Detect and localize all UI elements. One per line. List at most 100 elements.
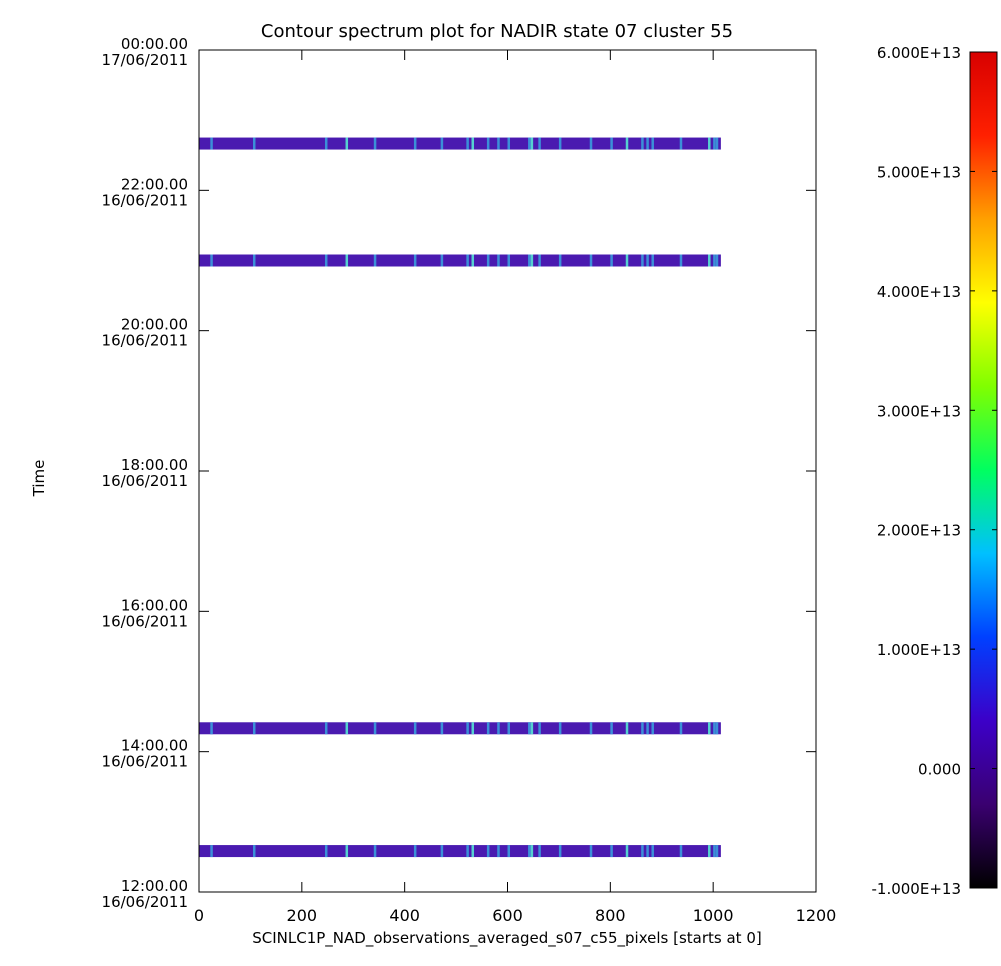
stripe-highlight	[641, 722, 644, 735]
stripe-highlight	[646, 722, 649, 735]
stripe-highlight	[497, 254, 500, 267]
stripe-highlight	[713, 845, 716, 858]
stripe-highlight	[558, 254, 562, 267]
x-tick-label: 400	[389, 906, 420, 925]
stripe-highlight	[679, 254, 683, 267]
stripe-highlight	[625, 254, 629, 267]
stripe-highlight	[713, 254, 716, 267]
stripe-highlight	[651, 722, 654, 735]
stripe-highlight	[413, 845, 417, 858]
stripe-highlight	[558, 137, 562, 150]
x-tick-label: 1200	[796, 906, 837, 925]
observation-stripes	[199, 137, 721, 858]
stripe-highlight	[625, 722, 629, 735]
y-tick-label-date: 16/06/2011	[102, 753, 188, 771]
stripe-highlight	[528, 722, 531, 735]
stripe-highlight	[610, 137, 613, 150]
y-tick-label-date: 16/06/2011	[102, 472, 188, 490]
stripe-highlight	[345, 722, 349, 735]
observation-row	[199, 722, 721, 735]
y-tick-label-time: 12:00.00	[121, 877, 188, 895]
stripe-highlight	[324, 722, 328, 735]
stripe-highlight	[715, 722, 719, 735]
stripe-highlight	[466, 137, 469, 150]
y-tick-label-date: 16/06/2011	[102, 332, 188, 350]
stripe-highlight	[471, 845, 475, 858]
stripe-highlight	[610, 722, 613, 735]
stripe-highlight	[625, 137, 629, 150]
observation-row	[199, 254, 721, 267]
stripe-highlight	[708, 137, 711, 150]
colorbar-tick-label: 2.000E+13	[877, 522, 961, 540]
stripe-highlight	[715, 254, 719, 267]
stripe-highlight	[373, 254, 377, 267]
stripe-highlight	[528, 845, 531, 858]
colorbar-tick-label: 5.000E+13	[877, 163, 961, 181]
stripe-highlight	[646, 845, 649, 858]
stripe-highlight	[610, 254, 613, 267]
stripe-highlight	[486, 722, 490, 735]
stripe-highlight	[466, 254, 469, 267]
stripe-highlight	[589, 137, 593, 150]
stripe-highlight	[345, 845, 349, 858]
stripe-highlight	[507, 722, 510, 735]
stripe-highlight	[679, 722, 683, 735]
stripe-highlight	[486, 137, 490, 150]
stripe-highlight	[413, 722, 417, 735]
stripe-highlight	[528, 254, 531, 267]
chart-title: Contour spectrum plot for NADIR state 07…	[261, 21, 733, 42]
stripe-highlight	[486, 845, 490, 858]
stripe-highlight	[440, 254, 444, 267]
stripe-highlight	[530, 254, 534, 267]
colorbar: -1.000E+13 0.000 1.000E+13 2.000E+13 3.000E+…	[872, 44, 998, 898]
stripe-highlight	[497, 137, 500, 150]
stripe-highlight	[651, 254, 654, 267]
axes: 0 200 400 600 800 1000 120012:00.0016/06/20111…	[102, 35, 837, 925]
stripe-highlight	[507, 254, 510, 267]
y-tick-label-time: 00:00.00	[121, 35, 188, 53]
y-tick-label-date: 17/06/2011	[102, 51, 188, 69]
stripe-highlight	[210, 137, 213, 150]
observation-row	[199, 845, 721, 858]
stripe-highlight	[466, 845, 469, 858]
y-tick-label-time: 16:00.00	[121, 596, 188, 614]
stripe-highlight	[530, 845, 534, 858]
stripe-highlight	[413, 137, 417, 150]
x-tick-label: 800	[595, 906, 626, 925]
observation-row	[199, 137, 721, 150]
y-tick-label-date: 16/06/2011	[102, 191, 188, 209]
stripe-highlight	[651, 845, 654, 858]
y-tick-label-time: 18:00.00	[121, 456, 188, 474]
x-tick-label: 200	[287, 906, 318, 925]
stripe-highlight	[471, 254, 475, 267]
stripe-highlight	[413, 254, 417, 267]
stripe-highlight	[252, 137, 256, 150]
stripe-highlight	[466, 722, 469, 735]
stripe-highlight	[252, 845, 256, 858]
colorbar-tick-label: 4.000E+13	[877, 283, 961, 301]
stripe-highlight	[324, 845, 328, 858]
stripe-highlight	[497, 845, 500, 858]
stripe-highlight	[538, 722, 541, 735]
stripe-highlight	[324, 137, 328, 150]
stripe-highlight	[345, 254, 349, 267]
colorbar-tick-label: 6.000E+13	[877, 44, 961, 62]
stripe-highlight	[713, 722, 716, 735]
stripe-highlight	[679, 845, 683, 858]
stripe-highlight	[440, 722, 444, 735]
y-tick-label-date: 16/06/2011	[102, 893, 188, 911]
stripe-highlight	[610, 845, 613, 858]
stripe-highlight	[538, 137, 541, 150]
colorbar-tick-label: 1.000E+13	[877, 641, 961, 659]
stripe-highlight	[641, 137, 644, 150]
stripe-highlight	[252, 254, 256, 267]
stripe-highlight	[530, 137, 534, 150]
stripe-highlight	[538, 254, 541, 267]
stripe-highlight	[679, 137, 683, 150]
stripe-highlight	[713, 137, 716, 150]
stripe-highlight	[641, 845, 644, 858]
stripe-highlight	[528, 137, 531, 150]
stripe-highlight	[373, 845, 377, 858]
x-tick-label: 0	[194, 906, 204, 925]
